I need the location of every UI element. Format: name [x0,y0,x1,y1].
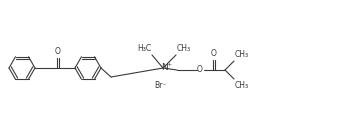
Text: CH₃: CH₃ [235,81,249,90]
Text: O: O [211,49,217,58]
Text: O: O [55,47,61,55]
Text: Br⁻: Br⁻ [154,81,166,90]
Text: +: + [166,61,172,67]
Text: O: O [197,66,203,75]
Text: H₃C: H₃C [137,44,151,53]
Text: CH₃: CH₃ [177,44,191,53]
Text: N: N [161,64,167,72]
Text: CH₃: CH₃ [235,50,249,59]
